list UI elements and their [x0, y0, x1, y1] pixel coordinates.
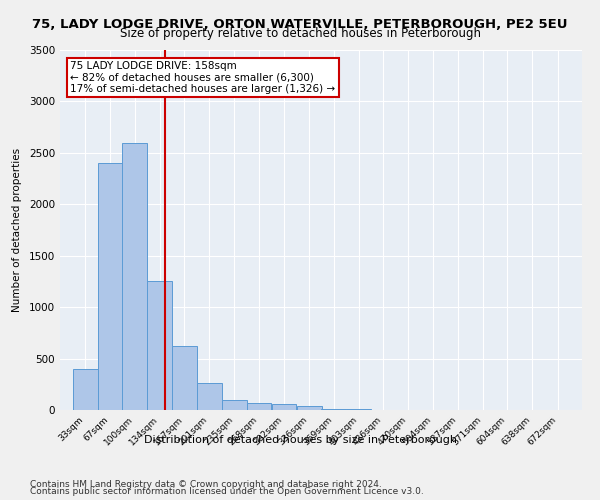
- Bar: [297, 406, 322, 410]
- Bar: [73, 369, 98, 410]
- Text: 75 LADY LODGE DRIVE: 158sqm
← 82% of detached houses are smaller (6,300)
17% of : 75 LADY LODGE DRIVE: 158sqm ← 82% of det…: [70, 61, 335, 94]
- Text: Contains HM Land Registry data © Crown copyright and database right 2024.: Contains HM Land Registry data © Crown c…: [30, 480, 382, 489]
- Bar: [321, 409, 346, 410]
- Y-axis label: Number of detached properties: Number of detached properties: [12, 148, 22, 312]
- Text: Distribution of detached houses by size in Peterborough: Distribution of detached houses by size …: [143, 435, 457, 445]
- Text: Size of property relative to detached houses in Peterborough: Size of property relative to detached ho…: [119, 28, 481, 40]
- Bar: [197, 384, 222, 410]
- Bar: [98, 163, 122, 410]
- Bar: [148, 282, 172, 410]
- Text: 75, LADY LODGE DRIVE, ORTON WATERVILLE, PETERBOROUGH, PE2 5EU: 75, LADY LODGE DRIVE, ORTON WATERVILLE, …: [32, 18, 568, 30]
- Bar: [222, 400, 247, 410]
- Bar: [272, 404, 296, 410]
- Text: Contains public sector information licensed under the Open Government Licence v3: Contains public sector information licen…: [30, 488, 424, 496]
- Bar: [247, 404, 271, 410]
- Bar: [122, 142, 147, 410]
- Bar: [172, 346, 197, 410]
